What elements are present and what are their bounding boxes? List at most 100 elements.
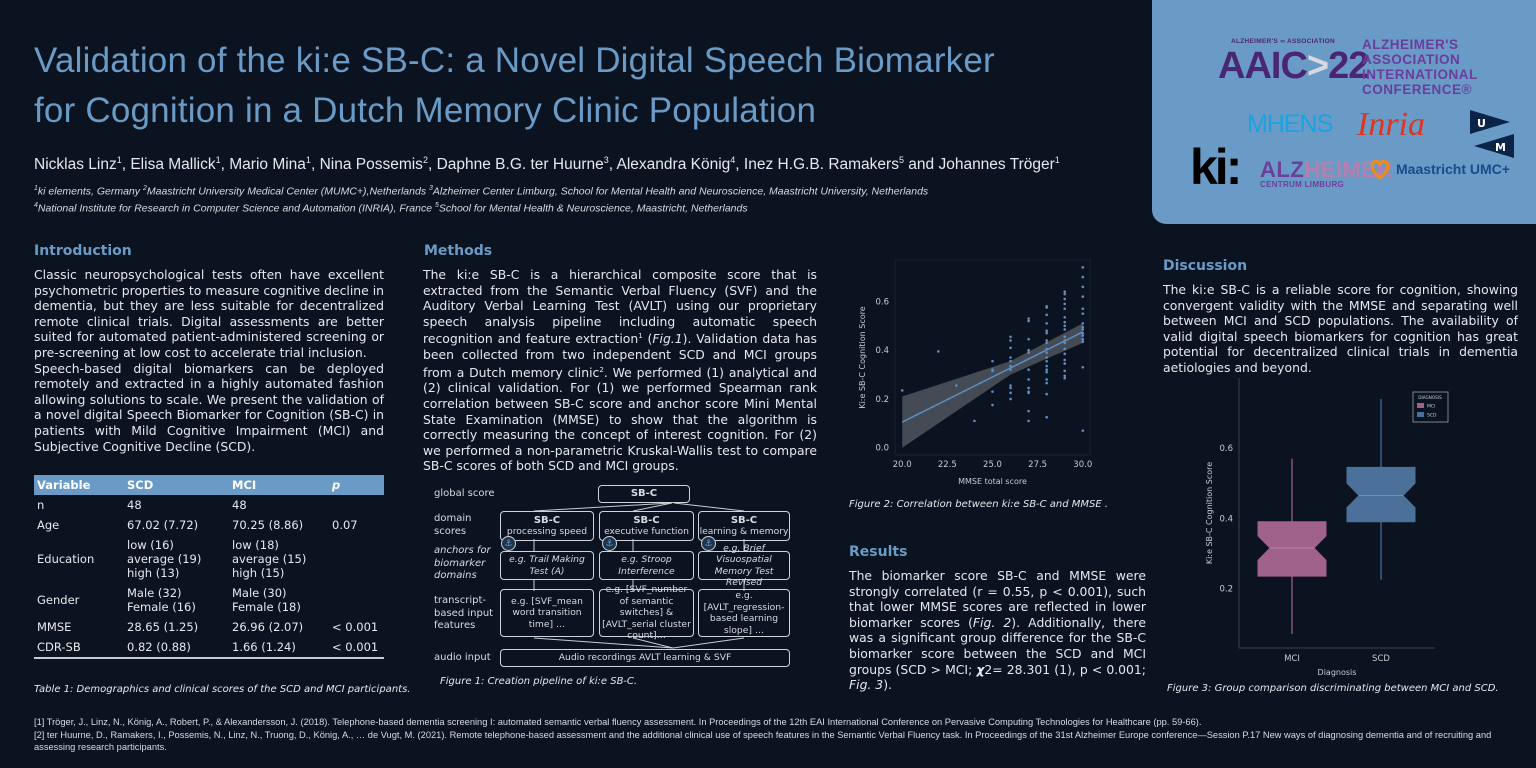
demographics-table: Variable SCD MCI p n 48 48 Age 67.02 (7.72) 7…: [34, 475, 384, 659]
ki-elements-logo: ki:: [1190, 139, 1242, 195]
affiliation-text: National Institute for Research in Compu…: [37, 202, 435, 214]
anchor-box: e.g. Brief Visuospatial Memory Test Revi…: [698, 543, 790, 588]
table-cell: [329, 495, 384, 515]
data-point: [1027, 378, 1030, 381]
mhens-logo: MHENS: [1247, 110, 1333, 138]
data-point: [1045, 356, 1048, 359]
heart-icon: [1370, 159, 1390, 180]
affiliation-sup: 5: [434, 201, 439, 209]
methods-text-part: . We performed (1) analytical and (2) cl…: [423, 364, 817, 474]
scatter-svg: 20.0 22.5 25.0 27.5 30.0 0.0 0.2 0.4 0.6 MMSE tot…: [858, 259, 1092, 486]
y-tick-label: 0.4: [1219, 514, 1233, 524]
data-point: [1009, 384, 1012, 387]
affiliation-text: School for Mental Health & Neuroscience,…: [438, 202, 748, 214]
alz-wordmark: ALZHEIMER: [1260, 157, 1393, 182]
table-cell: Male (30) Female (18): [232, 586, 301, 614]
chi-symbol: χ: [976, 661, 985, 677]
author-name: Johannes Tröger: [938, 156, 1055, 174]
table-cell: [329, 583, 384, 617]
x-tick-label: SCD: [1372, 654, 1390, 664]
data-point: [1045, 339, 1048, 342]
table-cell: Education: [37, 552, 95, 566]
data-point: [973, 419, 976, 423]
data-point: [1063, 324, 1067, 328]
table-cell: CDR-SB: [34, 637, 124, 659]
author-name: Inez H.G.B. Ramakers: [743, 156, 899, 174]
data-point: [1009, 364, 1012, 368]
data-point: [1063, 307, 1067, 311]
data-point: [1081, 340, 1085, 343]
data-point: [1045, 306, 1048, 309]
methods-heading: Methods: [424, 243, 493, 259]
box-mci: [1257, 521, 1327, 577]
figure3-caption: Figure 3: Group comparison discriminatin…: [1167, 683, 1499, 694]
alz-part-b: HEIMER: [1304, 157, 1393, 182]
aaic-full-name: ALZHEIMER'S ASSOCIATION INTERNATIONAL CO…: [1362, 37, 1478, 97]
data-point: [1027, 368, 1030, 371]
um-u-letter: U: [1477, 117, 1486, 130]
label-line: transcript-: [434, 595, 486, 606]
legend-swatch: [1417, 403, 1424, 408]
table-cell: n: [37, 498, 45, 512]
data-point: [900, 389, 904, 392]
data-point: [1081, 275, 1085, 279]
affiliations-line-1: 1ki elements, Germany 2Maastricht Univer…: [34, 182, 1144, 199]
sponsor-logo-panel: ALZHEIMER'S ∞ ASSOCIATION AAIC>22 ALZHEI…: [1152, 0, 1536, 224]
data-point: [1063, 315, 1067, 319]
data-point: [1081, 312, 1085, 315]
data-point: [1081, 328, 1085, 331]
methods-text-part: ). Validation data has been collected fr…: [423, 331, 817, 380]
table-cell: 67.02 (7.72): [127, 518, 199, 532]
methods-text-part: The ki:e SB-C is a hierarchical composit…: [423, 267, 817, 347]
diagram-label-global: global score: [434, 488, 495, 499]
table-cell: 48: [232, 498, 247, 512]
title-line-1: Validation of the ki:e SB-C: a Novel Dig…: [34, 41, 995, 80]
global-score-label: SB-C: [630, 488, 658, 500]
data-point: [1081, 295, 1085, 298]
affiliation-sup: 2: [422, 155, 428, 165]
table-cell: MMSE: [37, 620, 72, 634]
affiliation-sup: 1: [34, 185, 38, 192]
data-point: [937, 350, 940, 353]
y-tick-label: 0.4: [875, 346, 889, 356]
x-tick-label: 20.0: [893, 460, 912, 470]
affiliation-sup: 1: [215, 155, 221, 165]
author-name: Mario Mina: [229, 156, 306, 174]
table-cell: 1.66 (1.24): [229, 637, 329, 659]
x-tick-label: 25.0: [983, 460, 1002, 470]
data-point: [1009, 359, 1012, 363]
data-point: [1063, 302, 1067, 306]
data-point: [1081, 266, 1085, 269]
figure-reference: Fig. 3: [849, 677, 884, 693]
author-name: Daphne B.G. ter Huurne: [436, 156, 604, 174]
y-tick-label: 0.2: [875, 395, 889, 405]
y-tick-label: 0.0: [875, 444, 889, 454]
data-point: [1009, 335, 1012, 339]
figure-reference: Fig. 2: [972, 614, 1012, 630]
legend: DIAGNOSIS MCI SCD: [1412, 391, 1449, 423]
data-point: [1063, 328, 1067, 331]
anchor-icon: ⚓: [602, 536, 617, 551]
diagram-label-anchors: anchors for biomarker domains: [434, 545, 491, 583]
affiliation-text: ki elements, Germany: [37, 185, 143, 198]
data-point: [1009, 386, 1012, 390]
affiliation-sup: 4: [730, 155, 736, 165]
boxplot-svg: MCI SCD 0.2 0.4 0.6 Diagnosis Ki:e SB-C Cognit…: [1205, 378, 1449, 677]
aaic-name-line: ASSOCIATION: [1362, 52, 1461, 67]
anchor-icon: ⚓: [501, 536, 516, 551]
column-header: MCI: [229, 475, 329, 495]
citation-sup: 1: [638, 332, 643, 341]
data-point: [1063, 297, 1067, 301]
global-score-box: SB-C: [598, 485, 690, 503]
table-cell: Male (32) Female (16): [127, 586, 196, 614]
table-cell: 28.65 (1.25): [127, 620, 199, 634]
results-text: The biomarker score SB-C and MMSE were s…: [849, 568, 1146, 693]
y-axis-label: Ki:e SB-C Cognition Score: [1205, 462, 1214, 564]
data-point: [1045, 370, 1048, 374]
alz-part-a: ALZ: [1260, 157, 1305, 182]
domain-subtitle: processing speed: [506, 526, 588, 537]
feature-box: e.g. [SVF_mean word transition time] …: [500, 589, 594, 637]
methods-text: The ki:e SB-C is a hierarchical composit…: [423, 267, 817, 474]
diagram-label-audio: audio input: [434, 652, 491, 663]
data-point: [1081, 285, 1085, 289]
